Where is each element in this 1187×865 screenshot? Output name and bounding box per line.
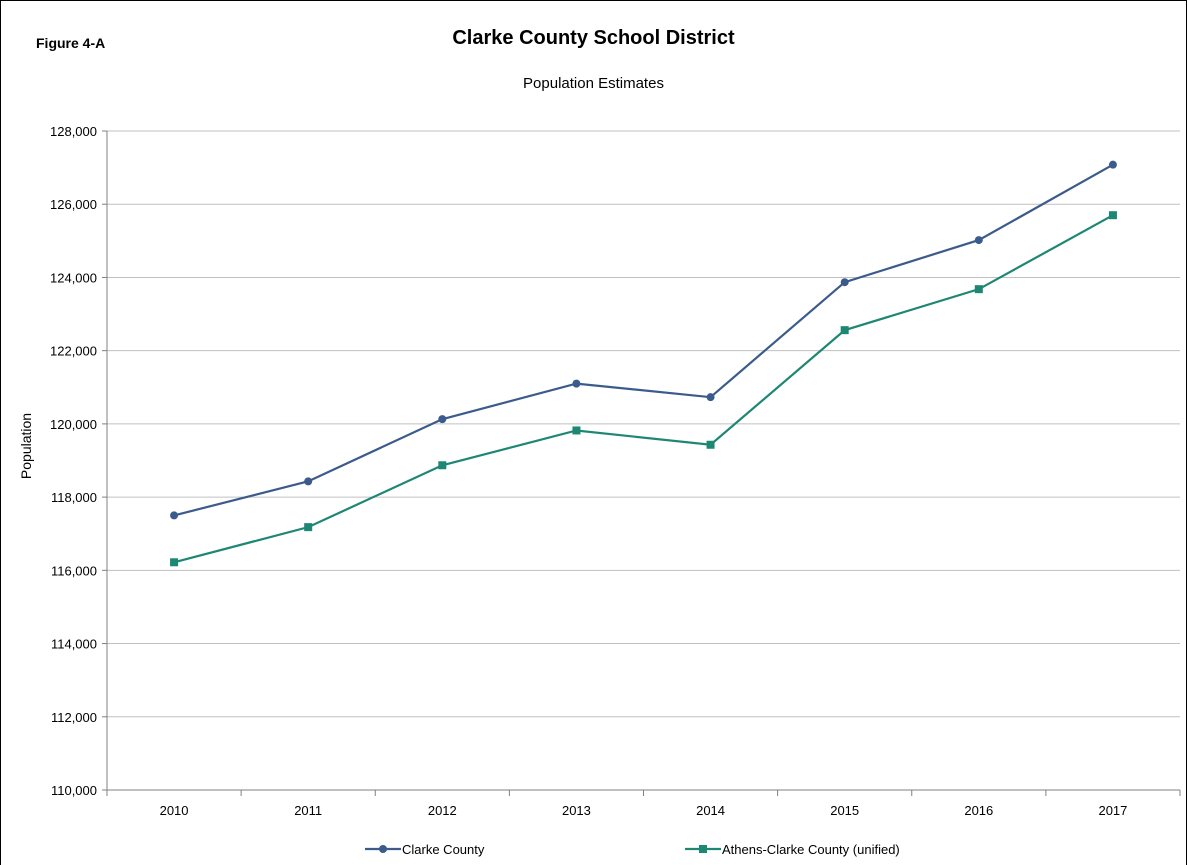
data-point (572, 379, 581, 388)
data-point (974, 285, 983, 294)
data-point (170, 558, 179, 567)
y-axis-ticks: 110,000 112,000 114,000 116,000 118,000 120,0… (50, 124, 107, 798)
y-tick-label: 128,000 (50, 124, 97, 139)
series-layer (170, 160, 1117, 567)
data-point (304, 477, 313, 486)
y-tick-label: 124,000 (50, 270, 97, 285)
legend-label: Athens-Clarke County (unified) (722, 842, 900, 857)
figure-label: Figure 4-A (36, 35, 106, 51)
y-tick-label: 112,000 (51, 710, 97, 725)
x-tick-label: 2012 (428, 803, 457, 818)
chart-subtitle: Population Estimates (523, 75, 664, 92)
x-tick-label: 2014 (696, 803, 725, 818)
y-tick-label: 116,000 (51, 563, 97, 578)
data-point (706, 440, 715, 449)
y-tick-label: 118,000 (51, 490, 97, 505)
data-point (438, 415, 447, 424)
x-tick-label: 2016 (964, 803, 993, 818)
y-tick-label: 110,000 (51, 783, 97, 798)
y-tick-label: 114,000 (51, 637, 97, 652)
y-tick-label: 120,000 (50, 417, 97, 432)
x-tick-label: 2010 (160, 803, 189, 818)
data-point (304, 523, 313, 532)
x-tick-label: 2013 (562, 803, 591, 818)
chart-title: Clarke County School District (452, 27, 735, 49)
data-point (438, 461, 447, 470)
data-point (706, 393, 715, 402)
legend: Clarke County Athens-Clarke County (unifi… (365, 842, 900, 857)
y-tick-label: 122,000 (50, 344, 97, 359)
data-point (170, 511, 179, 520)
legend-marker (699, 845, 707, 853)
data-point (840, 326, 849, 335)
data-point (840, 278, 849, 287)
gridlines (107, 130, 1180, 718)
x-tick-label: 2017 (1098, 803, 1127, 818)
series-line (173, 214, 1114, 564)
axes (106, 131, 1180, 791)
y-tick-label: 126,000 (50, 197, 97, 212)
data-point (974, 236, 983, 245)
x-tick-label: 2015 (830, 803, 859, 818)
legend-marker (379, 845, 387, 853)
x-tick-label: 2011 (294, 803, 322, 818)
y-axis-label: Population (18, 413, 34, 479)
x-axis-ticks: 2010 2011 2012 2013 2014 2015 2016 2017 (106, 790, 1181, 818)
data-point (572, 426, 581, 435)
data-point (1108, 160, 1117, 169)
legend-label: Clarke County (402, 842, 485, 857)
data-point (1108, 211, 1117, 220)
series-line (173, 163, 1114, 517)
